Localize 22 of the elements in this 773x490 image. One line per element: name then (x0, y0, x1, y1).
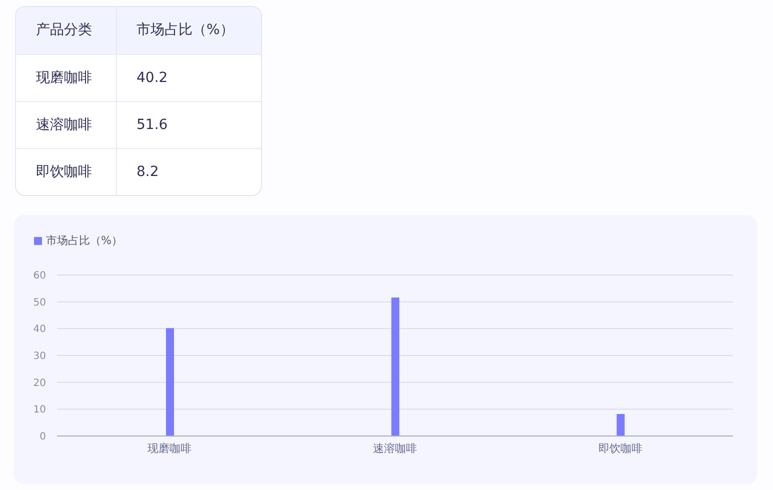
data-label: 40.2 (136, 68, 169, 88)
category-label: 速溶咖啡 (16, 101, 116, 148)
bar (166, 328, 174, 436)
bar (616, 414, 625, 436)
series-label: 市场占比（%） (116, 7, 261, 54)
y-tick-label: 50 (33, 297, 46, 308)
category-label: 即饮咖啡 (16, 148, 116, 195)
category-label: 现磨咖啡 (16, 54, 116, 101)
y-tick-label: 10 (33, 404, 46, 416)
data-label: 51.6 (136, 116, 169, 134)
y-tick-label: 20 (33, 378, 46, 389)
data-label: 8.2 (136, 162, 160, 182)
y-tick-label: 0 (40, 432, 46, 443)
y-tick-label: 30 (33, 351, 46, 362)
y-tick-label: 60 (33, 270, 46, 282)
bar (391, 298, 400, 436)
text: 产品分类 (16, 7, 116, 54)
y-tick-label: 40 (33, 324, 46, 336)
x-tick-label: 速溶咖啡 (373, 442, 417, 455)
x-tick-label: 现磨咖啡 (148, 442, 192, 455)
legend-label: 市场占比（%） (46, 234, 122, 247)
x-tick-label: 即饮咖啡 (598, 442, 642, 455)
